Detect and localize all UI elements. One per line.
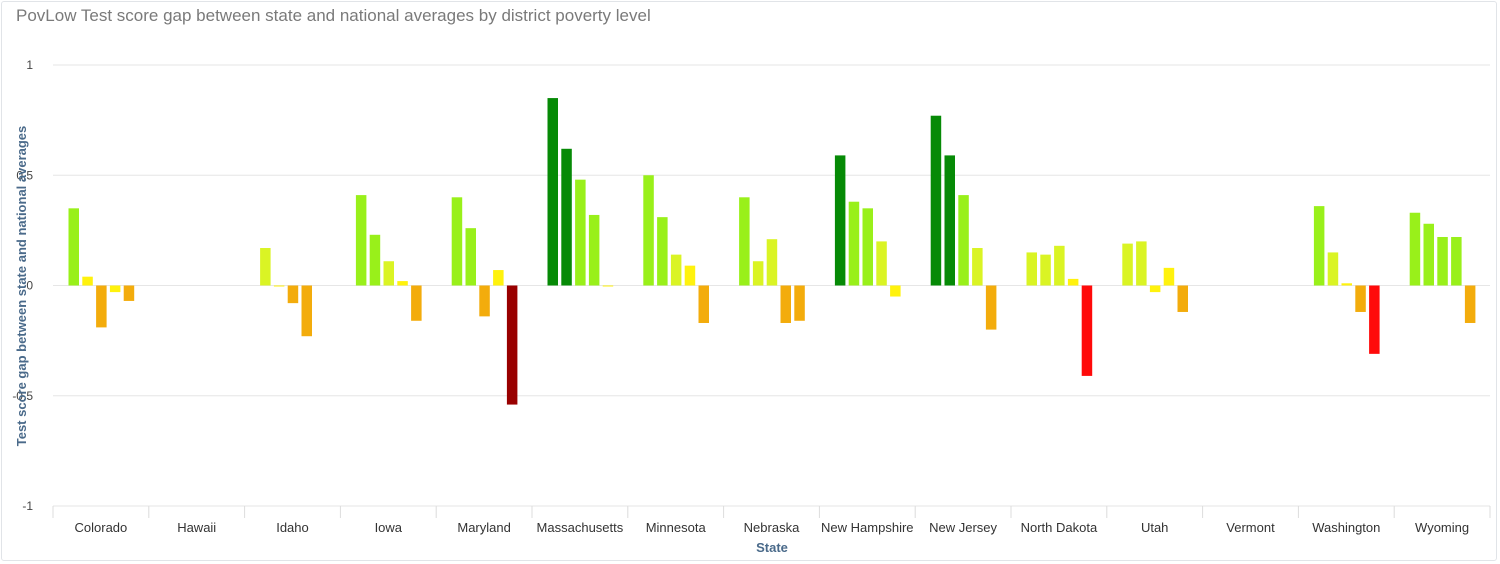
bar[interactable] (1081, 285, 1093, 376)
chart-title: PovLow Test score gap between state and … (16, 6, 651, 25)
x-tick-label: Wyoming (1415, 520, 1469, 535)
bar[interactable] (862, 208, 874, 286)
bar[interactable] (479, 285, 490, 317)
bar[interactable] (1163, 267, 1175, 286)
bar[interactable] (355, 195, 367, 286)
bar[interactable] (493, 270, 504, 286)
bar[interactable] (1327, 252, 1339, 286)
bar[interactable] (1464, 285, 1476, 323)
x-tick-label: Colorado (75, 520, 128, 535)
bar[interactable] (670, 254, 682, 286)
bar[interactable] (273, 285, 285, 287)
bars (68, 98, 1476, 405)
bar[interactable] (1040, 254, 1051, 286)
bar[interactable] (369, 234, 381, 286)
bar[interactable] (301, 285, 313, 337)
bar[interactable] (780, 285, 792, 323)
y-tick-label: 0.5 (16, 168, 33, 182)
bar[interactable] (890, 285, 901, 297)
bar[interactable] (876, 241, 887, 286)
y-tick-label: 0 (26, 279, 33, 293)
bar[interactable] (588, 214, 600, 286)
bar[interactable] (602, 285, 614, 287)
bar[interactable] (930, 115, 942, 286)
bar[interactable] (739, 197, 750, 286)
x-tick-label: Iowa (375, 520, 403, 535)
bar[interactable] (794, 285, 805, 321)
bar[interactable] (1136, 241, 1147, 286)
bar[interactable] (1409, 212, 1421, 286)
bar[interactable] (506, 285, 518, 405)
y-axis-title: Test score gap between state and nationa… (14, 126, 29, 447)
bar[interactable] (1423, 223, 1435, 286)
bar[interactable] (958, 195, 969, 286)
bar[interactable] (1122, 243, 1133, 286)
x-tick-label: New Jersey (929, 520, 997, 535)
x-tick-label: Nebraska (744, 520, 800, 535)
bar[interactable] (547, 98, 559, 286)
bar[interactable] (109, 285, 121, 293)
bar[interactable] (1026, 252, 1038, 286)
x-tick-label: Utah (1141, 520, 1168, 535)
bar[interactable] (752, 261, 764, 286)
bar[interactable] (834, 155, 846, 286)
bar[interactable] (411, 285, 422, 321)
bar[interactable] (972, 248, 983, 286)
bar[interactable] (1451, 236, 1462, 286)
bar[interactable] (465, 228, 477, 286)
x-axis-title: State (756, 540, 788, 555)
bar[interactable] (123, 285, 135, 301)
bar[interactable] (397, 281, 408, 286)
bar[interactable] (96, 285, 107, 328)
bar[interactable] (82, 276, 93, 286)
x-tick-label: Hawaii (177, 520, 216, 535)
x-tick-label: Massachusetts (537, 520, 624, 535)
y-axis-ticks: 1 0.5 0 -0.5 -1 (12, 58, 33, 513)
bar[interactable] (1341, 283, 1353, 286)
x-tick-label: Idaho (276, 520, 309, 535)
bar[interactable] (1149, 285, 1161, 293)
bar[interactable] (260, 248, 271, 286)
x-tick-label: Minnesota (646, 520, 707, 535)
bar[interactable] (1177, 285, 1189, 312)
bar[interactable] (657, 217, 668, 286)
category-separators (52, 506, 1491, 518)
y-tick-label: 1 (26, 58, 33, 72)
bar[interactable] (1355, 285, 1366, 312)
bar[interactable] (451, 197, 463, 286)
bar[interactable] (575, 179, 586, 286)
bar[interactable] (68, 208, 80, 286)
bar[interactable] (698, 285, 710, 323)
x-tick-label: North Dakota (1021, 520, 1098, 535)
x-tick-label: Washington (1312, 520, 1380, 535)
bar[interactable] (383, 261, 395, 286)
bar[interactable] (1437, 236, 1448, 286)
bar[interactable] (766, 239, 778, 286)
x-tick-label: Vermont (1226, 520, 1275, 535)
x-tick-label: New Hampshire (821, 520, 913, 535)
bar[interactable] (684, 265, 696, 286)
bar[interactable] (1067, 278, 1079, 286)
bar[interactable] (848, 201, 860, 286)
bar[interactable] (1313, 206, 1325, 286)
bar[interactable] (287, 285, 299, 304)
bar[interactable] (1054, 245, 1065, 286)
y-tick-label: -0.5 (12, 389, 33, 403)
y-tick-label: -1 (22, 499, 33, 513)
bar[interactable] (1369, 285, 1380, 354)
x-tick-label: Maryland (457, 520, 510, 535)
bar[interactable] (944, 155, 956, 286)
x-axis-ticks: Colorado Hawaii Idaho Iowa Maryland Massachus… (75, 520, 1470, 535)
bar[interactable] (643, 175, 654, 286)
bar[interactable] (561, 148, 572, 286)
bar[interactable] (985, 285, 997, 330)
